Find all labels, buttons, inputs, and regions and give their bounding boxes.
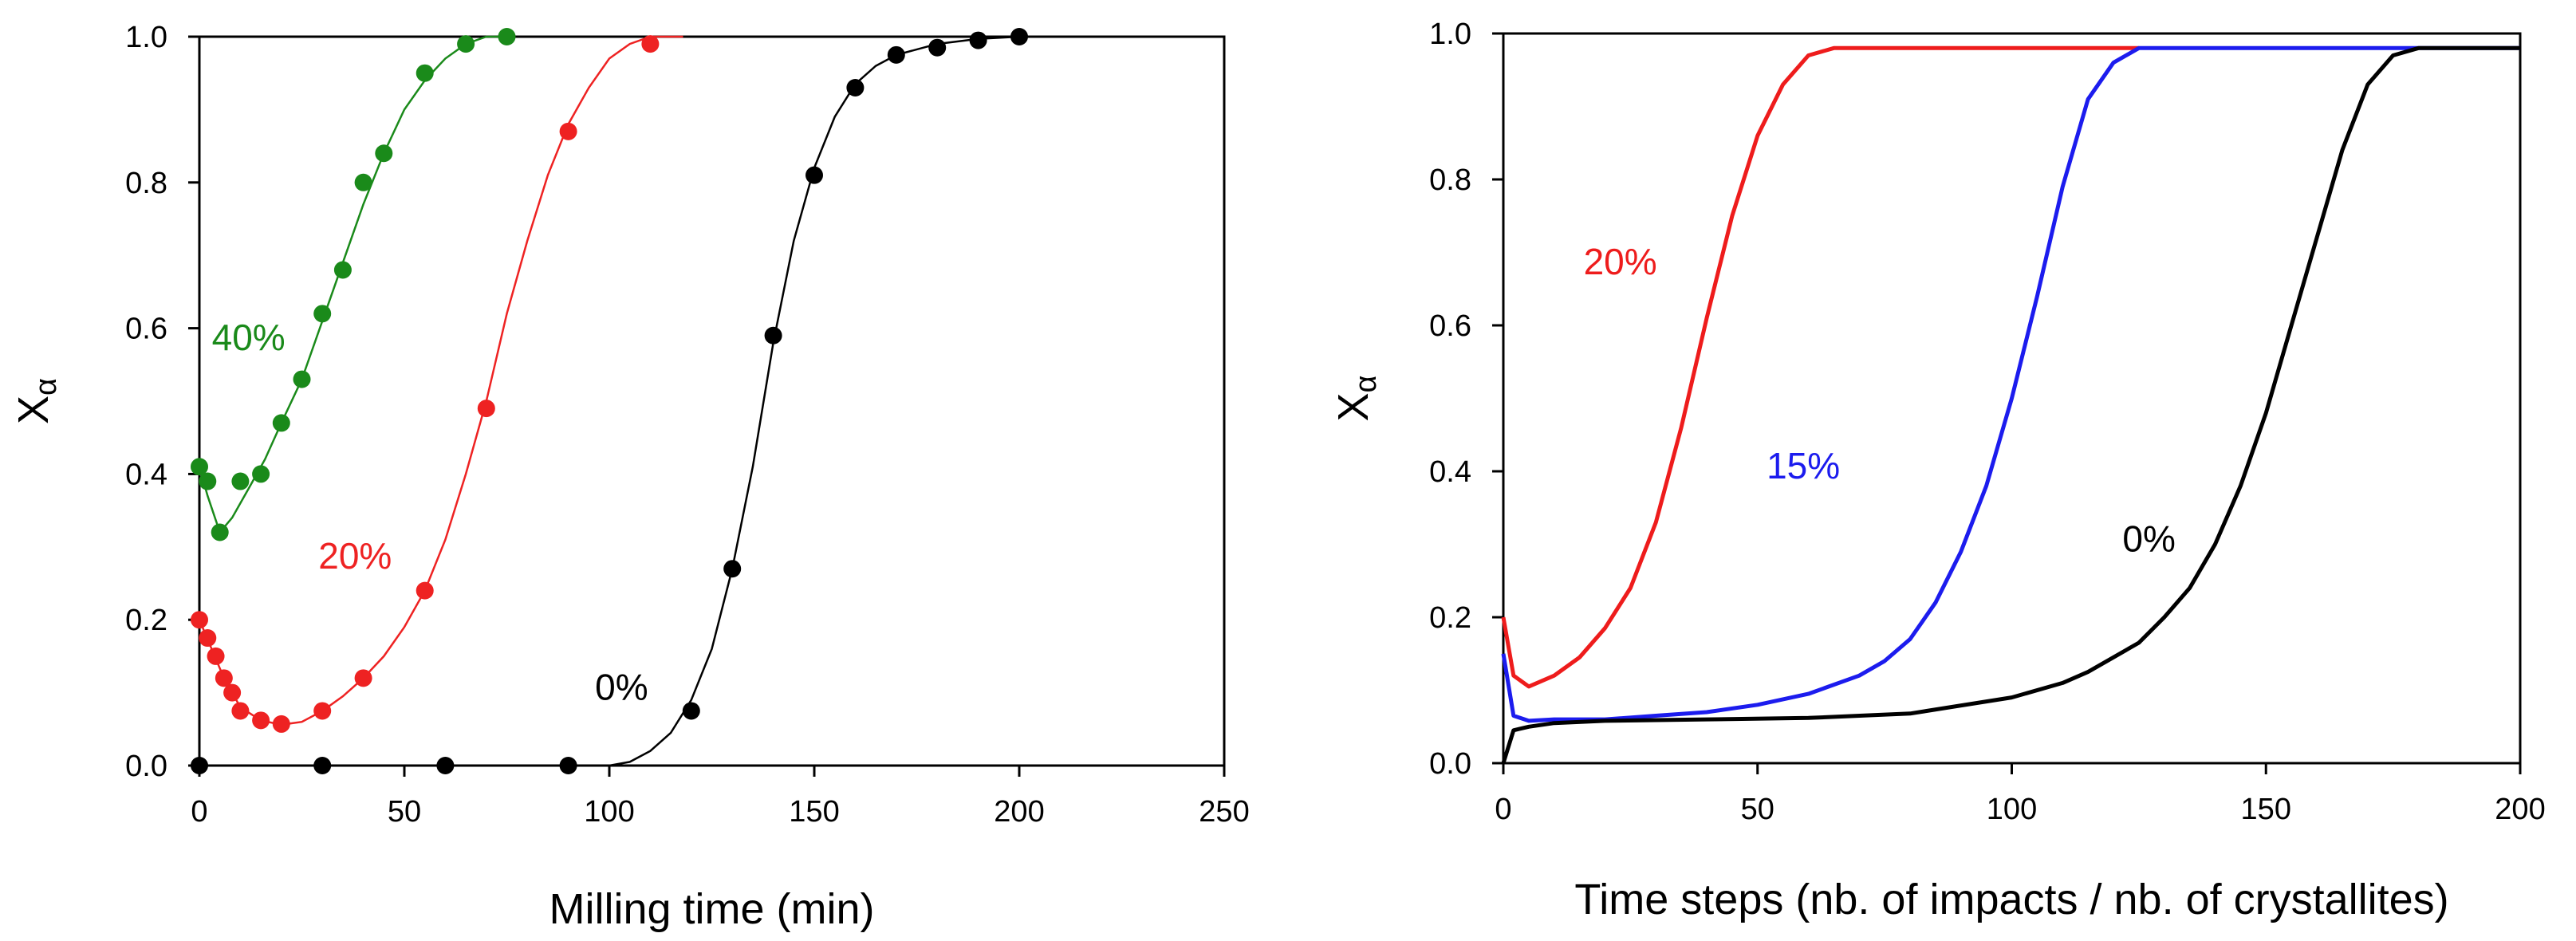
left-fit-curves — [198, 35, 1101, 767]
x-tick-label: 250 — [1199, 795, 1249, 829]
right-y-axis-label: Xα — [1329, 376, 1383, 422]
left-axis-ticks: 0 50 100 150 200 250 0.0 0.2 0.4 0.6 0.8 1.0 — [125, 21, 1250, 829]
right-y-axis-label-main: X — [1329, 392, 1377, 421]
data-point — [215, 669, 233, 687]
right-y-axis-label-sub: α — [1349, 376, 1383, 393]
data-point — [682, 702, 700, 720]
x-tick-label: 100 — [584, 795, 634, 829]
data-point — [498, 28, 516, 45]
data-point — [313, 305, 332, 323]
fit-curve — [198, 35, 507, 535]
data-point — [191, 757, 208, 774]
data-point — [375, 144, 393, 163]
data-point — [457, 35, 475, 53]
left-plot-frame — [198, 35, 1226, 767]
data-point — [559, 122, 577, 140]
y-tick-label: 0.8 — [1429, 163, 1471, 197]
data-point — [313, 757, 332, 774]
data-point — [559, 757, 577, 774]
data-point — [1010, 28, 1028, 45]
data-point — [199, 629, 217, 648]
data-point — [928, 38, 947, 57]
data-point — [477, 400, 495, 418]
series-annotation: 15% — [1767, 445, 1840, 486]
x-tick-label: 100 — [1987, 793, 2037, 826]
data-point — [416, 581, 434, 600]
left-y-axis-label-main: X — [10, 396, 57, 424]
data-point — [436, 757, 455, 774]
right-series-lines — [1501, 45, 2520, 764]
data-point — [354, 173, 372, 191]
data-point — [887, 45, 905, 64]
series-annotation: 20% — [1584, 241, 1657, 282]
series-line — [1501, 45, 2520, 723]
series-annotation: 0% — [2122, 518, 2175, 560]
left-annotations: 40% 20% 0% — [212, 317, 648, 708]
data-point — [252, 711, 270, 730]
x-tick-label: 150 — [2241, 793, 2291, 826]
y-tick-label: 0.4 — [125, 458, 167, 491]
series-line — [1501, 45, 2139, 689]
series-annotation: 20% — [318, 535, 392, 577]
y-tick-label: 0.4 — [1429, 455, 1471, 489]
y-tick-label: 1.0 — [125, 21, 167, 54]
y-tick-label: 0.2 — [1429, 601, 1471, 635]
data-point — [272, 715, 290, 733]
x-tick-label: 0 — [191, 795, 207, 829]
left-chart: 0 50 100 150 200 250 0.0 0.2 0.4 0.6 0.8 1.0 40% 20%… — [10, 21, 1250, 933]
data-point — [805, 166, 823, 184]
data-point — [764, 326, 782, 345]
data-point — [191, 458, 208, 476]
x-tick-label: 50 — [388, 795, 421, 829]
y-tick-label: 0.6 — [125, 313, 167, 346]
right-annotations: 20% 15% 0% — [1584, 241, 2176, 560]
data-point — [207, 647, 225, 665]
data-point — [191, 611, 208, 629]
y-tick-label: 0.0 — [125, 750, 167, 783]
left-y-axis-label: Xα — [10, 378, 63, 424]
data-point — [846, 78, 865, 96]
y-tick-label: 0.2 — [125, 604, 167, 637]
x-tick-label: 0 — [1495, 793, 1511, 826]
y-tick-label: 0.0 — [1429, 747, 1471, 781]
y-tick-label: 0.6 — [1429, 309, 1471, 343]
left-x-axis-label: Milling time (min) — [549, 885, 874, 933]
series-annotation: 0% — [595, 667, 648, 708]
data-point — [211, 523, 229, 541]
right-x-axis-label: Time steps (nb. of impacts / nb. of crys… — [1574, 876, 2448, 923]
y-tick-label: 1.0 — [1429, 18, 1471, 51]
data-point — [723, 560, 742, 578]
x-tick-label: 150 — [789, 795, 839, 829]
data-point — [416, 64, 434, 82]
x-tick-label: 200 — [994, 795, 1044, 829]
data-point — [252, 465, 270, 483]
fit-curve — [198, 35, 683, 726]
data-point — [969, 31, 987, 49]
data-point — [199, 472, 217, 490]
data-point — [293, 370, 311, 388]
data-point — [641, 35, 660, 53]
data-point — [272, 414, 290, 432]
left-data-points — [191, 28, 1028, 774]
left-plot-area — [198, 35, 1226, 767]
series-line — [1501, 45, 2520, 764]
right-axis-ticks: 0 50 100 150 200 0.0 0.2 0.4 0.6 0.8 1.0 — [1429, 18, 2546, 826]
data-point — [333, 261, 352, 279]
data-point — [231, 472, 250, 490]
data-point — [223, 683, 242, 702]
data-point — [231, 702, 250, 720]
left-y-axis-label-sub: α — [30, 378, 63, 396]
data-point — [313, 702, 332, 720]
y-tick-label: 0.8 — [125, 167, 167, 200]
fit-curve — [199, 35, 1101, 767]
series-annotation: 40% — [212, 317, 286, 358]
data-point — [354, 669, 372, 687]
x-tick-label: 200 — [2495, 793, 2545, 826]
x-tick-label: 50 — [1741, 793, 1774, 826]
